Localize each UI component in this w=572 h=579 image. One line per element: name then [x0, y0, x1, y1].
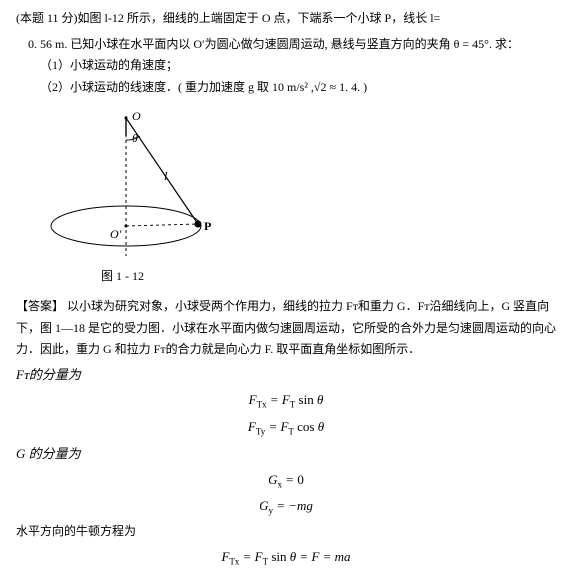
equation-fty: FTy = FT cos θ: [16, 415, 556, 440]
answer-text: 以小球为研究对象，小球受两个作用力，细线的拉力 Fᴛ和重力 G．Fᴛ沿细线向上，…: [16, 299, 556, 356]
g-comp-label-text: G 的分量为: [16, 446, 81, 461]
problem-statement-line2: 0. 56 m. 已知小球在水平面内以 O′为圆心做匀速圆周运动, 悬线与竖直方…: [16, 34, 556, 56]
label-P: P: [204, 219, 211, 233]
label-Oprime: O′: [110, 227, 122, 241]
g-components-label: G 的分量为: [16, 442, 556, 466]
equation-gy: Gy = −mg: [16, 494, 556, 519]
ft-components-label: Fᴛ的分量为: [16, 363, 556, 387]
newton-label-text: 水平方向的牛顿方程为: [16, 524, 136, 538]
question-2: （2）小球运动的线速度．( 重力加速度 g 取 10 m/s² ,√2 ≈ 1.…: [40, 77, 556, 99]
figure-caption: 图 1 - 12: [101, 266, 556, 288]
problem-statement-line1: (本题 11 分)如图 l-12 所示，细线的上端固定于 O 点，下端系一个小球…: [16, 8, 556, 30]
label-l: l: [164, 169, 168, 183]
figure-1-12: O θ l O′ P 图 1 - 12: [46, 106, 556, 288]
equation-ftx: FTx = FT sin θ: [16, 388, 556, 413]
equation-newton: FTx = FT sin θ = F = ma: [16, 545, 556, 570]
label-O: O: [132, 109, 141, 123]
answer-block: 【答案】 以小球为研究对象，小球受两个作用力，细线的拉力 Fᴛ和重力 G．Fᴛ沿…: [16, 296, 556, 361]
answer-label: 【答案】: [16, 299, 64, 313]
newton-label: 水平方向的牛顿方程为: [16, 521, 556, 543]
label-theta: θ: [132, 131, 138, 145]
equation-gx: Gx = 0: [16, 468, 556, 493]
question-1: （1）小球运动的角速度；: [40, 55, 556, 77]
pendulum-diagram: O θ l O′ P: [46, 106, 216, 266]
ft-comp-label-text: Fᴛ的分量为: [16, 367, 81, 382]
